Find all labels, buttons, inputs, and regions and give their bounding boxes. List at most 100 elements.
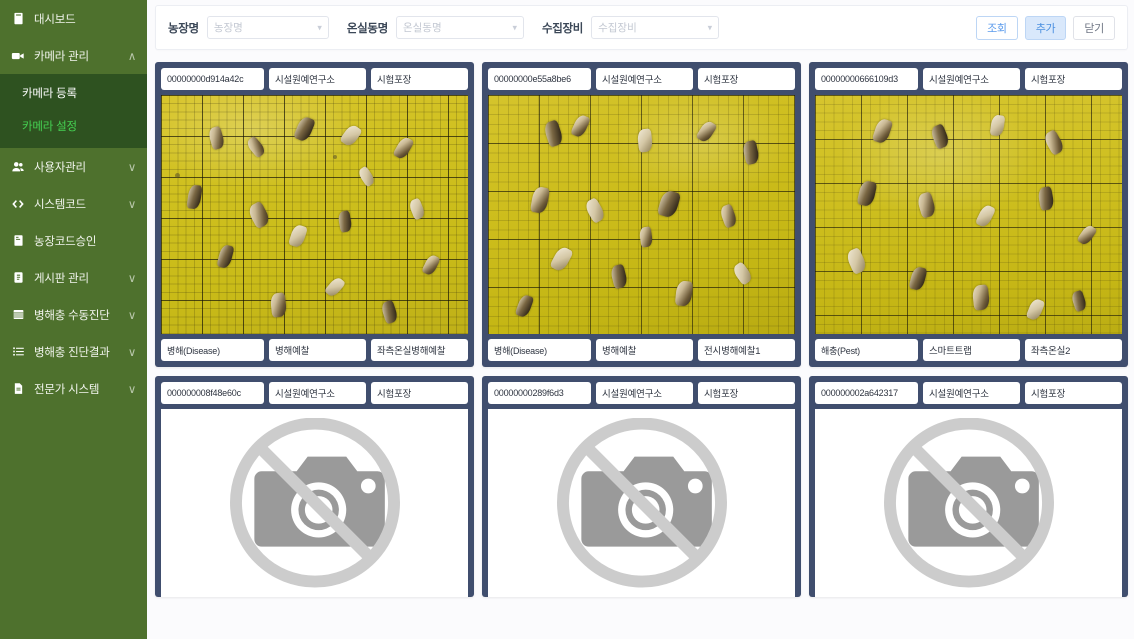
sidebar-item-label: 전문가 시스템 bbox=[34, 383, 100, 396]
chevron-down-icon: ▾ bbox=[317, 22, 322, 32]
camera-id-field[interactable]: 00000000e55a8be6 bbox=[488, 68, 591, 90]
institution-field[interactable]: 시설원예연구소 bbox=[269, 68, 366, 90]
camera-card[interactable]: 000000002a642317 시설원예연구소 시험포장 bbox=[809, 376, 1128, 597]
camera-id-field[interactable]: 000000008f48e60c bbox=[161, 382, 264, 404]
chevron-up-icon: ∧ bbox=[127, 50, 137, 63]
camera-type-field[interactable]: 병해(Disease) bbox=[161, 339, 264, 361]
chevron-down-icon: ∨ bbox=[127, 198, 137, 211]
camera-id-field[interactable]: 00000000d914a42c bbox=[161, 68, 264, 90]
camera-image[interactable] bbox=[815, 95, 1122, 334]
camera-card[interactable]: 00000000289f6d3 시설원예연구소 시험포장 bbox=[482, 376, 801, 597]
toolbar-actions: 조회 추가 닫기 bbox=[976, 15, 1115, 40]
sidebar-item-camera-management[interactable]: 카메라 관리 ∧ bbox=[0, 37, 147, 74]
dashboard-icon bbox=[10, 11, 26, 27]
sidebar-item-label: 병해충 진단결과 bbox=[34, 346, 110, 359]
code-icon bbox=[10, 196, 26, 212]
filter-toolbar: 농장명 농장명 ▾ 온실동명 온실동명 ▾ 수집장비 수집장비 ▾ bbox=[155, 5, 1128, 50]
trap-speck bbox=[175, 173, 180, 178]
sidebar-subitem-camera-register[interactable]: 카메라 등록 bbox=[0, 76, 147, 109]
institution-field[interactable]: 시설원예연구소 bbox=[923, 68, 1020, 90]
site-field[interactable]: 시험포장 bbox=[1025, 382, 1122, 404]
institution-field[interactable]: 시설원예연구소 bbox=[596, 382, 693, 404]
collection-device-filter: 수집장비 수집장비 ▾ bbox=[542, 16, 720, 39]
site-field[interactable]: 시험포장 bbox=[371, 68, 468, 90]
sidebar: 대시보드 카메라 관리 ∧ 카메라 등록 카메라 설정 bbox=[0, 0, 147, 639]
trap-grid-overlay bbox=[815, 95, 1122, 334]
sidebar-subitem-camera-settings[interactable]: 카메라 설정 bbox=[0, 109, 147, 142]
camera-submenu: 카메라 등록 카메라 설정 bbox=[0, 74, 147, 148]
camera-location-field[interactable]: 전시병해예찰1 bbox=[698, 339, 795, 361]
camera-image[interactable] bbox=[488, 95, 795, 334]
sticky-trap-image bbox=[815, 95, 1122, 334]
camera-card[interactable]: 00000000666109d3 시설원예연구소 시험포장 bbox=[809, 62, 1128, 367]
sidebar-item-label: 농장코드승인 bbox=[34, 235, 97, 248]
greenhouse-name-select[interactable]: 온실동명 ▾ bbox=[395, 16, 524, 39]
sidebar-subitem-label: 카메라 설정 bbox=[22, 120, 77, 133]
chevron-down-icon: ∨ bbox=[127, 272, 137, 285]
institution-field[interactable]: 시설원예연구소 bbox=[596, 68, 693, 90]
search-button[interactable]: 조회 bbox=[976, 15, 1018, 40]
camera-purpose-field[interactable]: 병해예찰 bbox=[269, 339, 366, 361]
add-button[interactable]: 추가 bbox=[1024, 15, 1067, 40]
greenhouse-name-value: 온실동명 bbox=[402, 22, 442, 34]
site-field[interactable]: 시험포장 bbox=[698, 68, 795, 90]
collection-device-value: 수집장비 bbox=[598, 22, 637, 34]
sidebar-item-expert-system[interactable]: 전문가 시스템 ∨ bbox=[0, 370, 147, 407]
card-header-fields: 00000000289f6d3 시설원예연구소 시험포장 bbox=[488, 382, 795, 404]
sidebar-item-board-management[interactable]: 게시판 관리 ∨ bbox=[0, 259, 147, 296]
sidebar-item-label: 카메라 관리 bbox=[34, 50, 89, 63]
sticky-trap-image bbox=[161, 95, 468, 334]
site-field[interactable]: 시험포장 bbox=[371, 382, 468, 404]
collection-device-select[interactable]: 수집장비 ▾ bbox=[591, 16, 720, 39]
card-footer-fields: 해충(Pest) 스마트트랩 좌측온실2 bbox=[815, 339, 1122, 361]
institution-field[interactable]: 시설원예연구소 bbox=[269, 382, 366, 404]
camera-card-grid: 00000000d914a42c 시설원예연구소 시험포장 bbox=[147, 50, 1134, 597]
camera-location-field[interactable]: 좌측온실병해예찰 bbox=[371, 339, 468, 361]
sidebar-item-label: 게시판 관리 bbox=[34, 272, 89, 285]
book-icon bbox=[10, 233, 26, 249]
caret-icon bbox=[127, 236, 137, 246]
farm-name-select[interactable]: 농장명 ▾ bbox=[206, 16, 329, 39]
main-content: 농장명 농장명 ▾ 온실동명 온실동명 ▾ 수집장비 수집장비 ▾ bbox=[147, 0, 1134, 639]
camera-image[interactable] bbox=[161, 95, 468, 334]
camera-purpose-field[interactable]: 스마트트랩 bbox=[923, 339, 1020, 361]
sidebar-item-dashboard[interactable]: 대시보드 bbox=[0, 0, 147, 37]
camera-id-field[interactable]: 000000002a642317 bbox=[815, 382, 918, 404]
sidebar-item-farm-code-approval[interactable]: 농장코드승인 bbox=[0, 222, 147, 259]
sidebar-item-pest-diagnosis-result[interactable]: 병해충 진단결과 ∨ bbox=[0, 333, 147, 370]
clipboard-icon bbox=[10, 270, 26, 286]
close-button[interactable]: 닫기 bbox=[1073, 15, 1115, 40]
site-field[interactable]: 시험포장 bbox=[698, 382, 795, 404]
table-icon bbox=[10, 307, 26, 323]
camera-location-field[interactable]: 좌측온실2 bbox=[1025, 339, 1122, 361]
card-footer-fields: 병해(Disease) 병해예찰 전시병해예찰1 bbox=[488, 339, 795, 361]
camera-purpose-field[interactable]: 병해예찰 bbox=[596, 339, 693, 361]
card-header-fields: 000000008f48e60c 시설원예연구소 시험포장 bbox=[161, 382, 468, 404]
no-camera-icon bbox=[161, 409, 468, 597]
camera-id-field[interactable]: 00000000289f6d3 bbox=[488, 382, 591, 404]
sidebar-item-system-code[interactable]: 시스템코드 ∨ bbox=[0, 185, 147, 222]
trap-speck bbox=[333, 155, 337, 159]
chevron-down-icon: ▾ bbox=[707, 22, 713, 32]
camera-type-field[interactable]: 병해(Disease) bbox=[488, 339, 591, 361]
camera-image-placeholder[interactable] bbox=[161, 409, 468, 597]
sidebar-item-user-management[interactable]: 사용자관리 ∨ bbox=[0, 148, 147, 185]
sidebar-item-pest-manual-diagnosis[interactable]: 병해충 수동진단 ∨ bbox=[0, 296, 147, 333]
camera-card[interactable]: 000000008f48e60c 시설원예연구소 시험포장 bbox=[155, 376, 474, 597]
site-field[interactable]: 시험포장 bbox=[1025, 68, 1122, 90]
chevron-down-icon: ▾ bbox=[512, 22, 517, 32]
sidebar-item-label: 병해충 수동진단 bbox=[34, 309, 110, 322]
greenhouse-name-label: 온실동명 bbox=[346, 22, 388, 35]
list-icon bbox=[10, 344, 26, 360]
sidebar-subitem-label: 카메라 등록 bbox=[22, 87, 77, 100]
video-camera-icon bbox=[10, 48, 26, 64]
camera-card[interactable]: 00000000e55a8be6 시설원예연구소 시험포장 bbox=[482, 62, 801, 367]
camera-image-placeholder[interactable] bbox=[488, 409, 795, 597]
camera-type-field[interactable]: 해충(Pest) bbox=[815, 339, 918, 361]
file-icon bbox=[10, 381, 26, 397]
institution-field[interactable]: 시설원예연구소 bbox=[923, 382, 1020, 404]
camera-image-placeholder[interactable] bbox=[815, 409, 1122, 597]
camera-card[interactable]: 00000000d914a42c 시설원예연구소 시험포장 bbox=[155, 62, 474, 367]
camera-id-field[interactable]: 00000000666109d3 bbox=[815, 68, 918, 90]
